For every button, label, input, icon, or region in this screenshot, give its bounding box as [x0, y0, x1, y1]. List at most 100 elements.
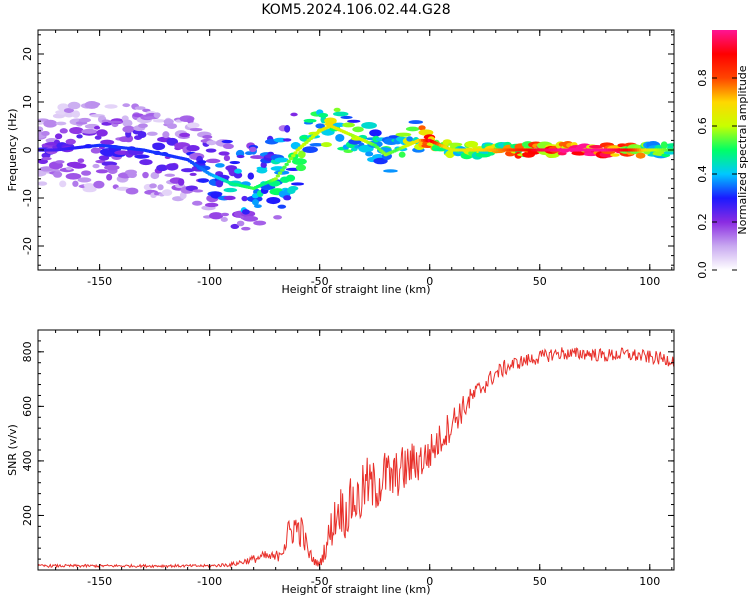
spectrogram-cell — [94, 135, 102, 140]
spectrogram-cell — [233, 171, 243, 179]
spectrogram-cell — [256, 167, 268, 174]
spectrogram-cell — [223, 187, 238, 193]
spectrogram-cell — [142, 171, 149, 179]
spectrogram-cell — [98, 155, 110, 161]
spectrogram-cell — [287, 187, 296, 195]
spectrogram-cell — [125, 187, 139, 195]
spectrogram-cell — [320, 142, 332, 148]
spectrogram-cell — [317, 112, 329, 118]
snr-y-tick-label: 800 — [21, 341, 34, 362]
spectrogram-cell — [38, 126, 44, 133]
spectrogram-cell — [252, 199, 259, 206]
spectrogram-cell — [63, 112, 75, 118]
spectrogram-y-tick-label: -20 — [21, 237, 34, 255]
spectrogram-x-ticks: -150 -100 -50 0 50 100 — [55, 30, 673, 288]
spectrogram-cell — [260, 161, 267, 169]
spectrogram-cell — [205, 148, 217, 153]
spectrogram-cell — [395, 132, 412, 137]
spectrogram-cell — [65, 138, 76, 145]
spectrogram-cell — [152, 142, 166, 151]
spectrogram-cell — [166, 137, 179, 146]
spectrogram-cell — [236, 220, 245, 227]
snr-x-tick-label: 50 — [533, 575, 547, 588]
spectrogram-cell — [54, 133, 63, 140]
spectrogram-cell — [215, 163, 225, 168]
snr-panel: -150 -100 -50 0 50 100 200 400 600 800 Height of… — [6, 329, 675, 596]
spectrogram-cell — [71, 110, 81, 118]
spectrogram-cell — [242, 215, 259, 222]
colorbar: 0.0 0.2 0.4 0.6 0.8 Normalized spectral ampl… — [696, 30, 749, 279]
spectrogram-cell — [146, 131, 158, 136]
spectrogram-cell — [209, 212, 224, 220]
spectrogram-y-tick-label: 0 — [21, 147, 34, 154]
spectrogram-cell — [290, 112, 298, 117]
spectrogram-cell — [260, 185, 276, 190]
spectrogram-cell — [96, 129, 108, 137]
spectrogram-cell — [285, 174, 296, 182]
spectrogram-cell — [122, 103, 131, 108]
spectrogram-cell — [122, 125, 136, 133]
spectrogram-cell — [660, 141, 668, 150]
spectrogram-cell — [181, 168, 195, 173]
spectrogram-cell — [81, 170, 92, 176]
spectrogram-cell — [163, 118, 174, 125]
spectrogram-cell — [635, 152, 646, 159]
spectrogram-ridge-cell — [273, 177, 278, 181]
spectrogram-cell — [134, 154, 150, 159]
spectrogram-cell — [343, 149, 354, 154]
spectrogram-cell — [150, 171, 160, 180]
spectrogram-cell — [335, 133, 345, 142]
spectrogram-y-tick-label: 20 — [21, 47, 34, 61]
spectrogram-cell — [65, 166, 73, 171]
spectrogram-cell — [191, 200, 203, 206]
colorbar-tick-label: 0.8 — [696, 69, 709, 87]
spectrogram-cell — [65, 173, 82, 180]
spectrogram-ridge-cell — [284, 162, 289, 166]
spectrogram-ridge-cell — [282, 165, 287, 169]
spectrogram-cell — [246, 195, 263, 203]
snr-x-ticks: -150 -100 -50 0 50 100 — [55, 330, 673, 588]
spectrogram-cell — [167, 123, 178, 129]
spectrogram-cell — [218, 151, 230, 156]
snr-y-tick-label: 200 — [21, 505, 34, 526]
spectrogram-cell — [67, 101, 81, 110]
spectrogram-cell — [241, 209, 250, 215]
spectrogram-cell — [197, 160, 207, 164]
spectrogram-cell — [93, 125, 101, 130]
spectrogram-cell — [70, 163, 87, 169]
spectrogram-cell — [59, 180, 67, 188]
spectrogram-cell — [95, 169, 109, 174]
spectrogram-cell — [134, 106, 146, 110]
spectrogram-cell — [107, 120, 123, 124]
spectrogram-cell — [230, 223, 240, 229]
spectrogram-cell — [365, 151, 374, 157]
spectrogram-cell — [77, 158, 85, 163]
spectrogram-cell — [248, 146, 257, 153]
spectrogram-ridge-cell — [293, 151, 298, 155]
spectrogram-cell — [137, 131, 147, 139]
spectrogram-cell — [186, 145, 200, 152]
spectrogram-cell — [106, 173, 113, 181]
spectrogram-ridge-cell — [280, 168, 285, 172]
spectrogram-x-tick-label: -100 — [197, 275, 222, 288]
spectrogram-cell — [284, 125, 291, 133]
spectrogram-cell — [205, 158, 221, 164]
spectrogram-cell — [589, 145, 604, 149]
spectrogram-y-ticks: -20 -10 0 10 20 — [21, 34, 674, 266]
spectrogram-cell — [152, 119, 166, 123]
spectrogram-cell — [138, 123, 148, 129]
snr-x-tick-label: -100 — [197, 575, 222, 588]
spectrogram-cell — [72, 180, 79, 187]
spectrogram-cell — [179, 132, 191, 138]
snr-y-ticks: 200 400 600 800 — [21, 329, 674, 571]
spectrogram-cell — [406, 136, 413, 142]
spectrogram-cell — [192, 189, 204, 193]
colorbar-tick-label: 0.4 — [696, 165, 709, 183]
spectrogram-x-tick-label: -150 — [87, 275, 112, 288]
spectrogram-cell — [59, 128, 68, 134]
spectrogram-cell — [266, 197, 281, 205]
spectrogram-cell — [162, 131, 170, 139]
spectrogram-heatmap — [38, 101, 674, 231]
spectrogram-cell — [352, 126, 364, 133]
spectrogram-ridge-cell — [288, 157, 294, 161]
